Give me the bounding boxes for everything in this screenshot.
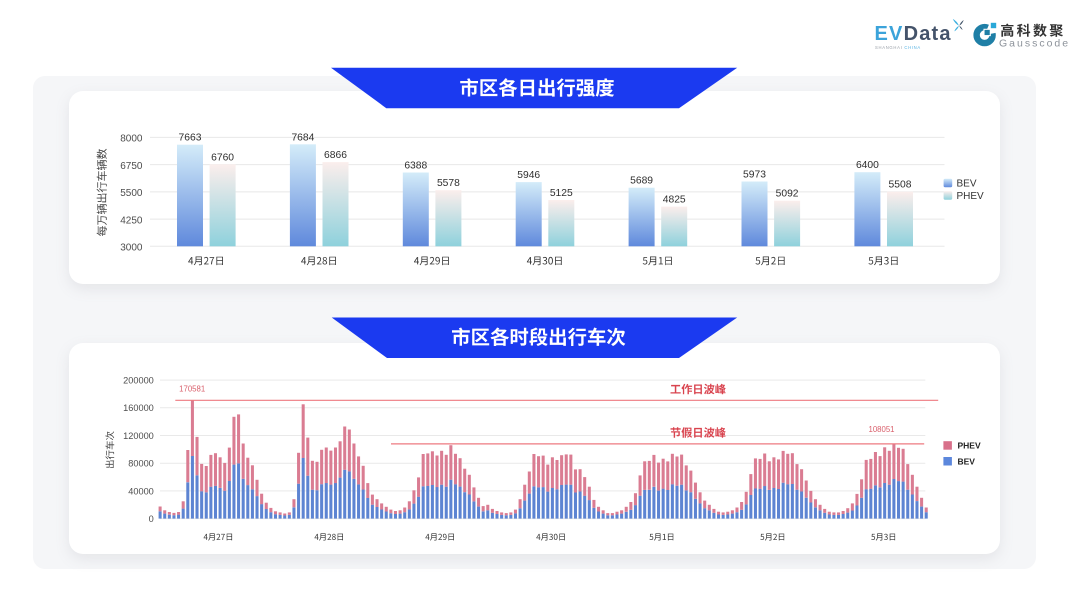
svg-text:108051: 108051 (868, 425, 894, 434)
svg-text:5500: 5500 (120, 188, 143, 199)
svg-text:80000: 80000 (128, 459, 154, 469)
svg-text:5092: 5092 (776, 189, 799, 200)
svg-text:5689: 5689 (630, 176, 653, 187)
svg-text:6750: 6750 (120, 161, 143, 172)
svg-text:7663: 7663 (179, 133, 202, 144)
svg-text:170581: 170581 (179, 385, 205, 394)
svg-text:4250: 4250 (120, 215, 143, 226)
svg-text:120000: 120000 (123, 431, 154, 441)
svg-text:6388: 6388 (404, 161, 427, 172)
svg-text:SHANGHAI CHINA: SHANGHAI CHINA (875, 45, 921, 50)
svg-text:5508: 5508 (889, 180, 912, 191)
svg-text:4825: 4825 (663, 195, 686, 206)
svg-text:5125: 5125 (550, 188, 573, 199)
svg-text:40000: 40000 (128, 486, 154, 496)
svg-text:3000: 3000 (120, 243, 143, 254)
svg-text:PHEV: PHEV (958, 441, 981, 451)
svg-text:200000: 200000 (123, 376, 154, 386)
svg-text:0: 0 (149, 514, 154, 524)
svg-text:6760: 6760 (211, 152, 234, 163)
svg-text:6400: 6400 (856, 160, 879, 171)
svg-text:5946: 5946 (517, 170, 540, 181)
svg-text:6866: 6866 (324, 150, 347, 161)
svg-text:5973: 5973 (743, 170, 766, 181)
svg-text:EVData: EVData (875, 23, 952, 45)
svg-text:5578: 5578 (437, 178, 460, 189)
svg-text:160000: 160000 (123, 403, 154, 413)
svg-text:BEV: BEV (957, 179, 977, 190)
svg-text:8000: 8000 (120, 134, 143, 145)
svg-text:7684: 7684 (291, 132, 314, 143)
svg-text:Gausscode: Gausscode (999, 37, 1070, 49)
svg-text:BEV: BEV (958, 456, 976, 466)
svg-text:PHEV: PHEV (957, 191, 985, 202)
